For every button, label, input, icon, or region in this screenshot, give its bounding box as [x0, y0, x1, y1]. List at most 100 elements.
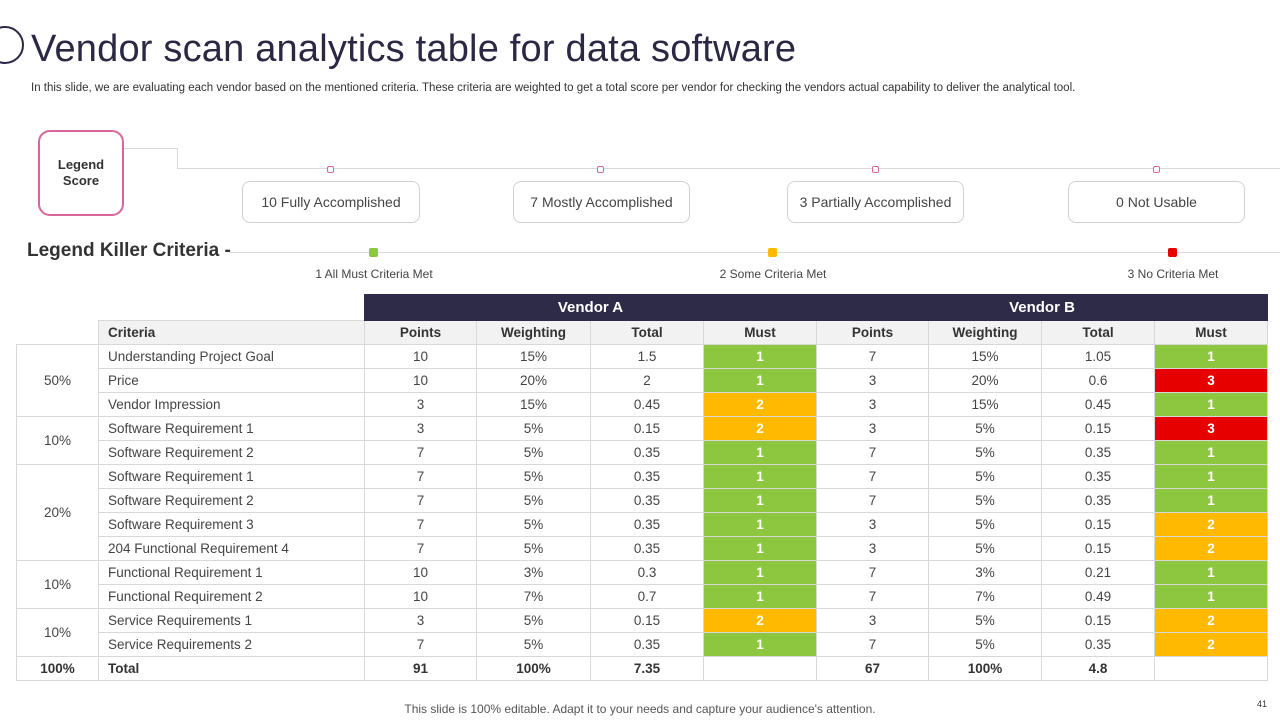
vendor-b-weighting: 15%: [928, 392, 1042, 417]
vendor-b-must: 2: [1154, 632, 1268, 657]
vendor-b-must: 3: [1154, 368, 1268, 393]
weight-group: 10%: [16, 608, 99, 657]
vendor-b-points: 7: [816, 632, 929, 657]
table-row: 10% Software Requirement 1 3 5% 0.15 2 3…: [16, 416, 1268, 465]
vendor-b-total-score: 4.8: [1041, 656, 1155, 681]
table-row: 20% Software Requirement 1 7 5% 0.35 1 7…: [16, 464, 1268, 561]
vendor-a-points: 10: [364, 584, 477, 609]
vendor-a-weighting: 5%: [476, 464, 591, 489]
vendor-b-total-points: 67: [816, 656, 929, 681]
vendor-b-must: 1: [1154, 440, 1268, 465]
vendor-b-total: 0.35: [1041, 440, 1155, 465]
vendor-b-must: 1: [1154, 488, 1268, 513]
vendor-a-weighting: 5%: [476, 536, 591, 561]
vendor-b-total: 0.35: [1041, 488, 1155, 513]
score-timeline-line: [177, 168, 1280, 169]
vendor-b-weighting: 5%: [928, 608, 1042, 633]
legend-score-line1: Legend: [57, 157, 105, 172]
column-header-weighting: Weighting: [928, 320, 1042, 345]
vendor-a-weighting: 15%: [476, 392, 591, 417]
vendor-a-total: 0.7: [590, 584, 704, 609]
vendor-b-points: 3: [816, 368, 929, 393]
vendor-b-points: 3: [816, 392, 929, 417]
vendor-a-total: 0.35: [590, 488, 704, 513]
vendor-a-total: 0.35: [590, 512, 704, 537]
vendor-a-points: 10: [364, 560, 477, 585]
vendor-a-total-must: [703, 656, 817, 681]
vendor-a-total-points: 91: [364, 656, 477, 681]
vendor-a-must: 1: [703, 464, 817, 489]
connector-line: [177, 148, 178, 168]
vendor-a-header: Vendor A: [364, 294, 817, 321]
vendor-b-points: 3: [816, 512, 929, 537]
vendor-a-weighting: 5%: [476, 416, 591, 441]
vendor-b-points: 7: [816, 488, 929, 513]
weight-group: 10%: [16, 560, 99, 609]
vendor-b-weighting: 5%: [928, 488, 1042, 513]
vendor-b-total: 0.49: [1041, 584, 1155, 609]
killer-label-some-met: 2 Some Criteria Met: [719, 267, 827, 281]
vendor-a-weighting: 5%: [476, 632, 591, 657]
score-partially-accomplished: 3 Partially Accomplished: [787, 181, 964, 223]
column-header-total: Total: [590, 320, 704, 345]
vendor-a-must: 1: [703, 344, 817, 369]
killer-marker-amber: [768, 248, 777, 257]
column-header-points: Points: [364, 320, 477, 345]
page-number: 41: [1257, 699, 1268, 709]
vendor-a-points: 7: [364, 536, 477, 561]
vendor-b-weighting: 5%: [928, 512, 1042, 537]
vendor-a-must: 1: [703, 632, 817, 657]
vendor-a-weighting: 15%: [476, 344, 591, 369]
vendor-b-points: 3: [816, 536, 929, 561]
vendor-a-total: 2: [590, 368, 704, 393]
table-row: 50% Understanding Project Goal 10 15% 1.…: [16, 344, 1268, 417]
total-label: Total: [98, 656, 365, 681]
score-marker: [872, 166, 879, 173]
vendor-a-total: 0.35: [590, 632, 704, 657]
vendor-a-total: 0.15: [590, 608, 704, 633]
vendor-b-total: 0.45: [1041, 392, 1155, 417]
vendor-a-weighting: 5%: [476, 512, 591, 537]
weight-group: 10%: [16, 416, 99, 465]
criteria-cell: Price: [98, 368, 365, 393]
criteria-cell: Software Requirement 1: [98, 416, 365, 441]
vendor-b-weighting: 20%: [928, 368, 1042, 393]
vendor-b-must: 1: [1154, 584, 1268, 609]
column-header-must: Must: [703, 320, 817, 345]
criteria-cell: Software Requirement 1: [98, 464, 365, 489]
vendor-a-points: 3: [364, 416, 477, 441]
killer-label-all-met: 1 All Must Criteria Met: [315, 267, 433, 281]
weight-group: 50%: [16, 344, 99, 417]
column-header-points: Points: [816, 320, 929, 345]
criteria-cell: Functional Requirement 2: [98, 584, 365, 609]
vendor-b-total: 0.35: [1041, 464, 1155, 489]
legend-score-box: Legend Score: [38, 130, 124, 216]
vendor-a-must: 1: [703, 440, 817, 465]
criteria-cell: Vendor Impression: [98, 392, 365, 417]
criteria-cell: Software Requirement 2: [98, 440, 365, 465]
title-circle-decoration: [0, 26, 24, 64]
vendor-a-must: 1: [703, 560, 817, 585]
vendor-b-weighting: 3%: [928, 560, 1042, 585]
vendor-a-total-score: 7.35: [590, 656, 704, 681]
vendor-a-must: 1: [703, 488, 817, 513]
footer-note: This slide is 100% editable. Adapt it to…: [404, 702, 876, 716]
vendor-b-total: 0.15: [1041, 608, 1155, 633]
total-row: 100% Total 91 100% 7.35 67 100% 4.8: [16, 656, 1268, 681]
score-fully-accomplished: 10 Fully Accomplished: [242, 181, 420, 223]
vendor-b-must: 1: [1154, 344, 1268, 369]
vendor-b-total: 0.15: [1041, 536, 1155, 561]
legend-score-line2: Score: [62, 173, 100, 188]
table-row: Price 10 20% 2 1 3 20% 0.6 3: [17, 368, 1268, 393]
score-marker: [327, 166, 334, 173]
table-row: 10% Service Requirements 1 3 5% 0.15 2 3…: [16, 608, 1268, 657]
vendor-b-must: 2: [1154, 512, 1268, 537]
criteria-cell: Software Requirement 3: [98, 512, 365, 537]
vendor-b-points: 7: [816, 560, 929, 585]
table-row: Service Requirements 2 7 5% 0.35 1 7 5% …: [17, 632, 1268, 657]
vendor-a-points: 7: [364, 488, 477, 513]
vendor-b-weighting: 7%: [928, 584, 1042, 609]
vendor-a-must: 2: [703, 392, 817, 417]
vendor-a-weighting: 5%: [476, 608, 591, 633]
vendor-a-weighting: 5%: [476, 488, 591, 513]
